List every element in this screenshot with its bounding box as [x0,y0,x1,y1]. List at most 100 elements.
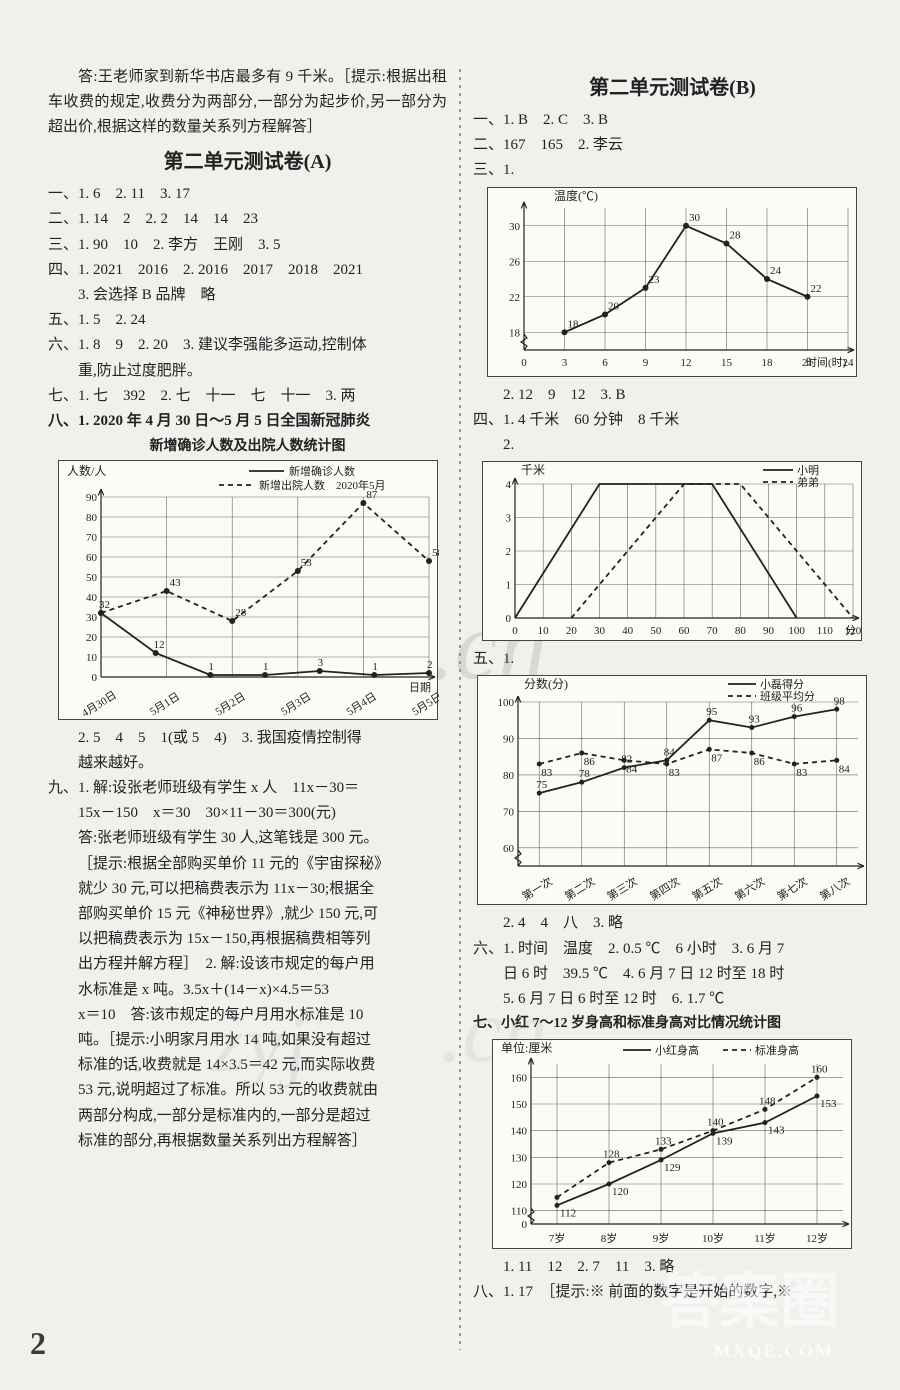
chart1-title1: 八、1. 2020 年 4 月 30 日～5 月 5 日全国新冠肺炎 [48,409,447,434]
svg-text:1: 1 [372,661,378,673]
svg-text:43: 43 [169,577,181,589]
svg-text:11岁: 11岁 [755,1231,777,1245]
svg-text:18: 18 [762,357,774,369]
svg-text:9: 9 [643,357,649,369]
svg-text:20: 20 [86,632,98,644]
svg-text:40: 40 [86,592,98,604]
q-line: 5. 6 月 7 日 6 时至 12 时 6. 1.7 ℃ [473,987,872,1012]
right-column: 第二单元测试卷(B) 一、1. B 2. C 3. B 二、167 165 2.… [469,65,872,1350]
svg-text:15: 15 [721,357,733,369]
svg-text:0: 0 [513,625,519,637]
svg-text:84: 84 [664,747,676,759]
svg-text:5月1日: 5月1日 [147,690,181,718]
chart-height: 单位:厘米小红身高标准身高11012013014015016007岁8岁9岁10… [492,1039,852,1249]
svg-text:140: 140 [511,1125,528,1137]
q-line: 1. 11 12 2. 7 11 3. 略 [473,1255,872,1280]
svg-text:5月2日: 5月2日 [213,690,247,718]
q-line: 二、167 165 2. 李云 [473,133,872,158]
q-line: 水标准是 x 吨。3.5x＋(14－x)×4.5＝53 [48,978,447,1003]
svg-text:12: 12 [681,357,692,369]
svg-text:班级平均分: 班级平均分 [760,690,815,703]
chart-temperature: 温度(℃)1822263003691215182124时间(时)18202330… [487,187,857,377]
svg-text:133: 133 [655,1135,672,1147]
svg-text:分: 分 [845,624,856,637]
svg-text:小红身高: 小红身高 [655,1043,699,1057]
svg-text:3: 3 [562,357,568,369]
q-line: 出方程并解方程］ 2. 解:设该市规定的每户用 [48,952,447,977]
svg-text:83: 83 [542,767,554,779]
svg-text:139: 139 [716,1135,733,1147]
svg-text:70: 70 [503,807,515,819]
svg-text:第五次: 第五次 [690,874,725,903]
svg-text:20: 20 [608,300,620,312]
chart1-title2: 新增确诊人数及出院人数统计图 [48,437,447,457]
svg-text:150: 150 [511,1099,528,1111]
svg-text:第七次: 第七次 [775,874,810,903]
svg-text:小明: 小明 [797,464,819,477]
svg-text:140: 140 [707,1116,724,1128]
q-line: 六、1. 时间 温度 2. 0.5 ℃ 6 小时 3. 6 月 7 [473,937,872,962]
svg-text:18: 18 [568,318,580,330]
svg-text:58: 58 [432,547,439,559]
q-line: 3. 会选择 B 品牌 略 [48,283,447,308]
chart5-title: 七、小红 7～12 岁身高和标准身高对比情况统计图 [473,1012,872,1036]
page-container: 答:王老师家到新华书店最多有 9 千米。［提示:根据出租车收费的规定,收费分为两… [48,65,872,1350]
svg-text:160: 160 [811,1063,828,1075]
q-line: 就少 30 元,可以把稿费表示为 11x－30;根据全 [48,877,447,902]
svg-text:分数(分): 分数(分) [524,676,568,691]
svg-text:98: 98 [834,696,846,708]
svg-text:5月4日: 5月4日 [344,690,378,718]
svg-text:小磊得分: 小磊得分 [760,678,804,691]
svg-text:70: 70 [707,625,719,637]
svg-text:60: 60 [679,625,691,637]
svg-text:148: 148 [759,1095,776,1107]
svg-text:温度(℃): 温度(℃) [554,188,598,203]
svg-text:84: 84 [839,764,851,776]
q-line: 六、1. 8 9 2. 20 3. 建议李强能多运动,控制体 [48,333,447,358]
svg-text:75: 75 [537,779,549,791]
svg-text:82: 82 [622,754,633,766]
svg-text:23: 23 [649,273,661,285]
chart-distance: 千米小明弟弟012340102030405060708090100110120分 [482,461,862,641]
svg-text:5月3日: 5月3日 [279,690,313,718]
svg-text:83: 83 [669,767,681,779]
svg-text:0: 0 [522,1219,528,1231]
q-line: 三、1. [473,158,872,183]
svg-text:28: 28 [235,607,247,619]
q-line: 一、1. B 2. C 3. B [473,108,872,133]
svg-text:12岁: 12岁 [806,1231,828,1245]
section-title-b: 第二单元测试卷(B) [473,71,872,100]
svg-text:第八次: 第八次 [817,874,852,903]
svg-text:83: 83 [797,767,809,779]
svg-text:128: 128 [603,1148,620,1160]
svg-text:新增确诊人数: 新增确诊人数 [289,464,355,478]
q-line: 2. 12 9 12 3. B [473,383,872,408]
svg-text:86: 86 [584,756,596,768]
svg-text:7岁: 7岁 [549,1231,566,1245]
svg-text:日期: 日期 [409,681,431,694]
svg-text:100: 100 [498,697,515,709]
q-line: 三、1. 90 10 2. 李方 王刚 3. 5 [48,233,447,258]
svg-text:100: 100 [789,625,806,637]
svg-text:1: 1 [263,661,269,673]
svg-text:时间(时): 时间(时) [806,356,847,369]
svg-text:90: 90 [86,492,98,504]
svg-text:80: 80 [503,770,515,782]
q-line: 七、1. 七 392 2. 七 十一 七 十一 3. 两 [48,384,447,409]
q-line: 五、1. [473,647,872,672]
svg-text:人数/人: 人数/人 [67,463,106,478]
q-line: 答:张老师班级有学生 30 人,这笔钱是 300 元。 [48,826,447,851]
q-line: 日 6 时 39.5 ℃ 4. 6 月 7 日 12 时至 18 时 [473,962,872,987]
q-line: 2. [473,433,872,458]
svg-text:110: 110 [511,1205,528,1217]
svg-text:2: 2 [427,659,433,671]
svg-text:143: 143 [768,1124,785,1136]
svg-text:87: 87 [712,753,724,765]
column-divider [459,69,461,1350]
svg-text:80: 80 [86,512,98,524]
svg-text:1: 1 [208,661,214,673]
left-column: 答:王老师家到新华书店最多有 9 千米。［提示:根据出租车收费的规定,收费分为两… [48,65,451,1350]
q-line: 2. 4 4 八 3. 略 [473,911,872,936]
svg-text:第一次: 第一次 [520,874,555,903]
svg-text:60: 60 [86,552,98,564]
